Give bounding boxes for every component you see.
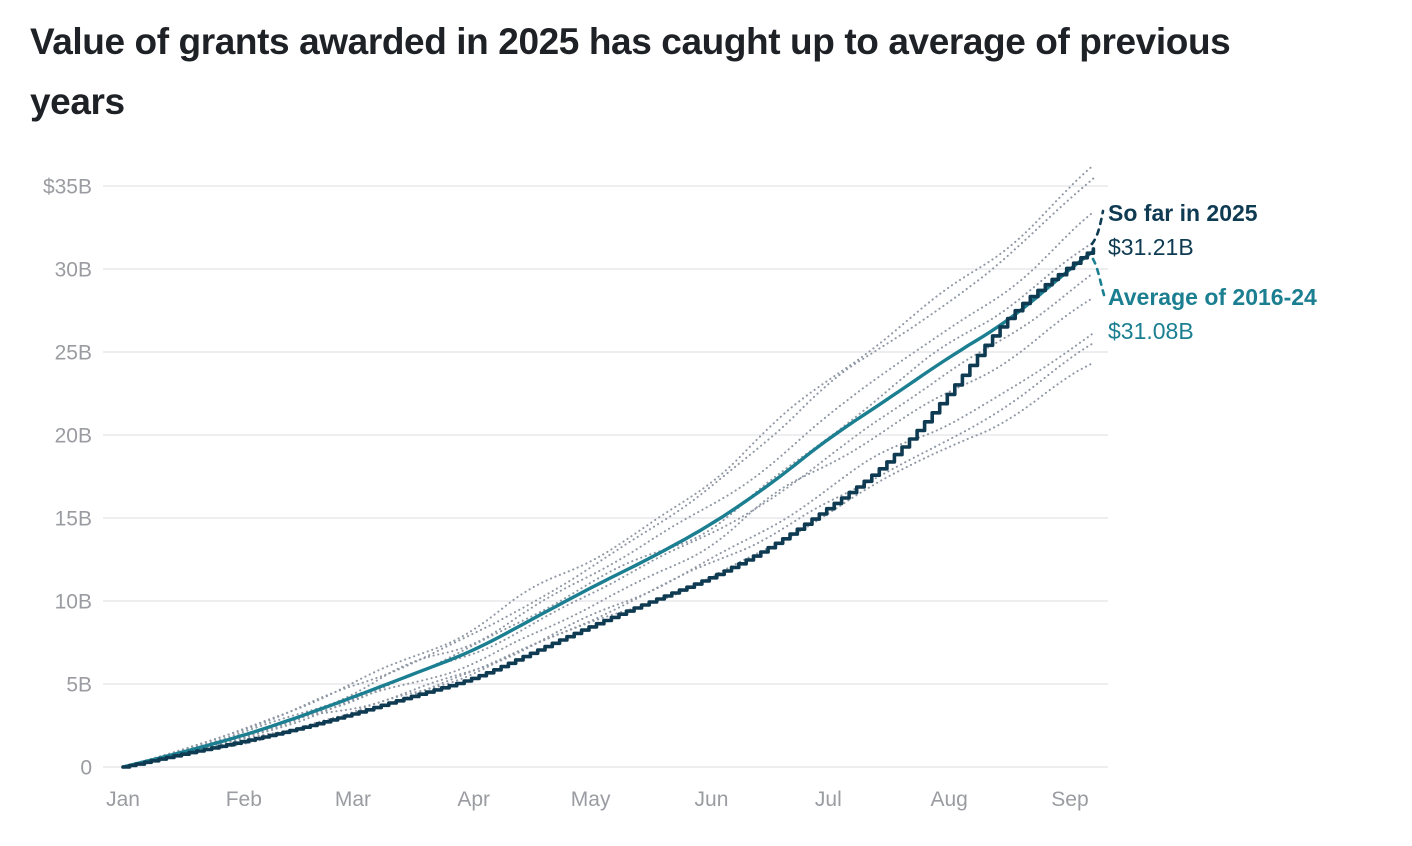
y-axis-tick-label: $35B <box>43 176 92 199</box>
x-axis-tick-label: Apr <box>457 788 490 811</box>
so-far-2025-line <box>121 247 1096 769</box>
previous-year-line <box>122 296 1095 768</box>
annotation-average-value: $31.08B <box>1108 318 1194 344</box>
previous-year-line <box>122 272 1095 768</box>
annotation-so-far-label: So far in 2025 <box>1108 200 1258 226</box>
previous-year-line <box>122 177 1095 768</box>
annotation-average-label: Average of 2016-24 <box>1108 284 1317 310</box>
y-axis-tick-label: 25B <box>55 342 92 365</box>
y-axis-tick-label: 5B <box>66 674 92 697</box>
previous-year-line <box>122 241 1095 768</box>
x-axis-tick-label: May <box>571 788 611 811</box>
previous-year-line <box>122 342 1095 768</box>
x-axis-tick-label: Aug <box>930 788 967 811</box>
leader-line-2025 <box>1090 209 1105 246</box>
previous-year-line <box>122 361 1095 768</box>
x-axis-tick-label: Sep <box>1051 788 1088 811</box>
x-axis-tick-label: Jul <box>815 788 842 811</box>
x-axis-tick-label: Feb <box>226 788 262 811</box>
y-axis-tick-label: 15B <box>55 508 92 531</box>
x-axis-tick-label: Jun <box>695 788 729 811</box>
y-axis-tick-label: 30B <box>55 259 92 282</box>
y-axis-tick-label: 0 <box>80 757 92 780</box>
annotation-so-far-2025: So far in 2025 $31.21B <box>1108 196 1258 264</box>
leader-line-average <box>1091 257 1106 297</box>
y-axis-tick-label: 10B <box>55 591 92 614</box>
x-axis-tick-label: Mar <box>335 788 371 811</box>
x-axis-tick-label: Jan <box>106 788 140 811</box>
previous-year-line <box>122 164 1095 768</box>
page-title: Value of grants awarded in 2025 has caug… <box>30 21 1231 122</box>
y-axis-tick-label: 20B <box>55 425 92 448</box>
annotation-so-far-value: $31.21B <box>1108 234 1194 260</box>
annotation-average-2016-24: Average of 2016-24 $31.08B <box>1108 280 1317 348</box>
previous-year-line <box>122 211 1095 768</box>
average-line <box>121 249 1096 769</box>
